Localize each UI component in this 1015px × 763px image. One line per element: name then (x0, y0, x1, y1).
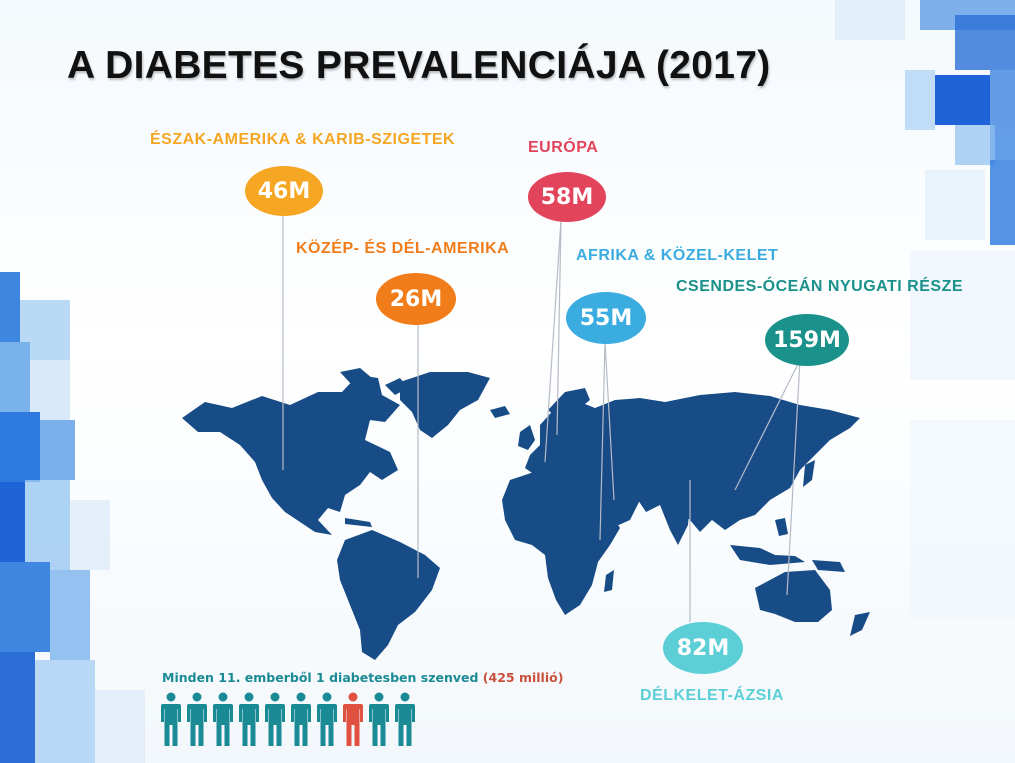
label-western-pacific: CSENDES-ÓCEÁN NYUGATI RÉSZE (676, 278, 964, 295)
bubble-africa-middle-east: 55M (566, 292, 646, 344)
pointer-africa-a (599, 341, 606, 541)
label-north-america: ÉSZAK-AMERIKA & KARIB-SZIGETEK (150, 131, 456, 148)
person-icon-highlighted (343, 692, 363, 746)
pointer-lines (282, 215, 801, 622)
new-zealand-shape (850, 612, 870, 636)
uk-shape (518, 425, 535, 450)
bubble-southeast-asia: 82M (663, 622, 743, 674)
scandinavia-shape (548, 388, 590, 420)
person-icon (395, 692, 415, 746)
pointer-africa-b (604, 341, 615, 501)
person-icon (213, 692, 233, 746)
footnote-highlight: (425 millió) (482, 670, 564, 685)
footnote-text: Minden 11. emberből 1 diabetesben szenve… (162, 670, 479, 685)
bubble-central-south-america: 26M (376, 273, 456, 325)
label-central-south-america: KÖZÉP- ÉS DÉL-AMERIKA (296, 240, 510, 257)
iceland-shape (490, 406, 510, 418)
bubble-western-pacific: 159M (765, 314, 849, 366)
north-america-shape (182, 375, 400, 535)
indonesia-shape (730, 545, 805, 565)
footnote: Minden 11. emberből 1 diabetesben szenve… (162, 670, 563, 685)
bubble-north-america: 46M (245, 166, 323, 216)
label-africa-middle-east: AFRIKA & KÖZEL-KELET (576, 247, 779, 264)
new-guinea-shape (812, 560, 845, 572)
philippines-shape (775, 518, 788, 536)
pointer-europe-a (544, 219, 562, 463)
label-southeast-asia: DÉLKELET-ÁZSIA (640, 687, 784, 704)
australia-shape (755, 570, 832, 622)
person-icon (187, 692, 207, 746)
africa-shape (502, 470, 620, 615)
pointer-western-pacific-b (786, 359, 801, 596)
person-icon (291, 692, 311, 746)
madagascar-shape (604, 570, 614, 592)
india-shape (660, 500, 690, 545)
person-icon (239, 692, 259, 746)
pointer-western-pacific-a (734, 359, 801, 491)
south-america-shape (337, 530, 440, 660)
japan-shape (803, 460, 815, 487)
people-pictogram (160, 692, 416, 748)
person-icon (161, 692, 181, 746)
greenland-shape (400, 372, 490, 438)
arctic-islands-shape (340, 368, 372, 385)
bubble-europe: 58M (528, 172, 606, 222)
person-icon (369, 692, 389, 746)
person-icon (317, 692, 337, 746)
pointer-europe-b (556, 219, 562, 436)
continents (182, 368, 870, 660)
page-title: A DIABETES PREVALENCIÁJA (2017) (67, 44, 771, 87)
label-europe: EURÓPA (528, 139, 599, 156)
caribbean-shape (345, 518, 372, 527)
person-icon (265, 692, 285, 746)
